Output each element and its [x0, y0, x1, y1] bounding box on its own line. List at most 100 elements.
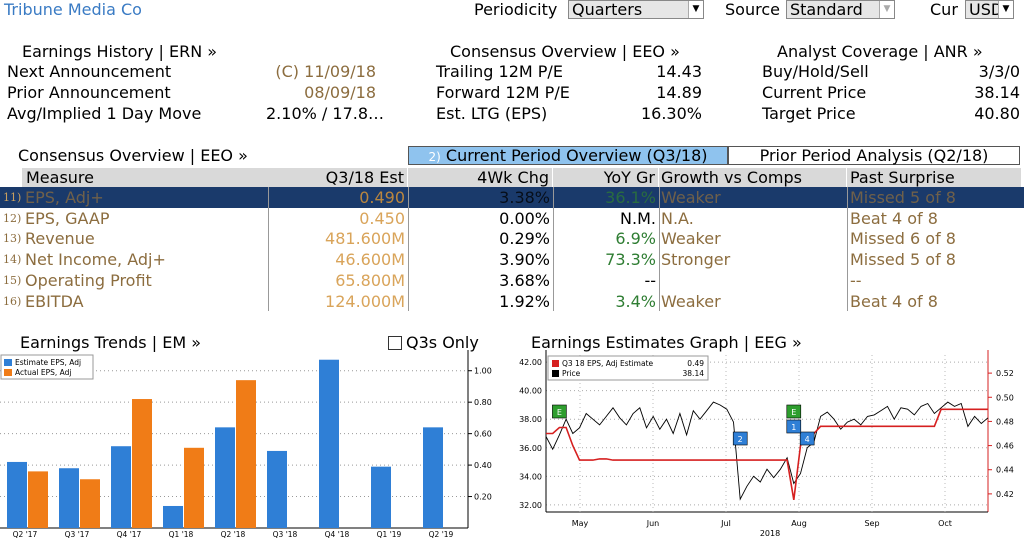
- chevron-down-icon: ▼: [998, 1, 1013, 18]
- x-tick-label: Q4 '17: [117, 530, 142, 539]
- right-tick-label: 0.52: [996, 369, 1014, 378]
- trailing-pe-label: Trailing 12M P/E: [436, 62, 563, 81]
- analyst-coverage-link[interactable]: Analyst Coverage | ANR »: [777, 42, 983, 61]
- tab-prior-period[interactable]: Prior Period Analysis (Q2/18): [728, 146, 1020, 165]
- target-price-value: 40.80: [974, 104, 1020, 123]
- company-title: Tribune Media Co: [4, 0, 142, 19]
- surprise-cell: Missed 6 of 8: [850, 229, 956, 249]
- marker-label: 1: [791, 423, 796, 432]
- column-divider: [847, 187, 848, 311]
- table-row[interactable]: 16) EBITDA 124.000M 1.92% 3.4% Weaker Beat 4 o…: [0, 291, 1024, 312]
- legend-swatch: [552, 370, 559, 377]
- legend-value: 38.14: [683, 369, 705, 378]
- x-tick-label: May: [572, 519, 589, 528]
- x-tick-label: Jun: [646, 519, 660, 528]
- estimate-cell: 0.490: [359, 188, 405, 207]
- measure-cell: EPS, GAAP: [25, 208, 110, 228]
- table-row[interactable]: 11) EPS, Adj+ 0.490 3.38% 36.1% Weaker Missed …: [0, 187, 1024, 208]
- earnings-trends-link[interactable]: Earnings Trends | EM »: [20, 333, 201, 352]
- marker-box: [799, 431, 815, 446]
- periodicity-label: Periodicity: [474, 0, 558, 19]
- column-divider: [553, 187, 554, 311]
- marker-box: [786, 419, 802, 434]
- legend-value: 0.49: [687, 359, 704, 368]
- right-tick-label: 0.42: [996, 490, 1014, 499]
- marker-label: E: [557, 408, 562, 417]
- column-divider: [268, 187, 269, 311]
- column-divider: [408, 187, 409, 311]
- estimate-cell: 46.600M: [335, 250, 405, 270]
- measure-cell: Operating Profit: [25, 270, 152, 290]
- source-label: Source: [725, 0, 780, 19]
- estimate-event-marker: 2: [732, 431, 748, 446]
- earnings-history-link[interactable]: Earnings History | ERN »: [22, 42, 218, 61]
- estimate-bar: [163, 505, 183, 528]
- buy-hold-sell-value: 3/3/0: [978, 62, 1020, 81]
- estimate-bar: [215, 427, 235, 528]
- earnings-event-marker: E: [786, 404, 802, 419]
- q3s-only-label: Q3s Only: [406, 333, 479, 352]
- currency-value: USD: [969, 0, 1004, 19]
- q3s-only-checkbox[interactable]: [388, 336, 402, 350]
- y-tick-label: 0.60: [474, 430, 492, 439]
- legend-label: Price: [562, 369, 581, 378]
- surprise-cell: Beat 4 of 8: [850, 208, 938, 228]
- yoy-cell: 3.4%: [615, 291, 656, 311]
- forward-pe-label: Forward 12M P/E: [436, 83, 570, 102]
- col-header-est[interactable]: Q3/18 Est: [268, 168, 408, 187]
- right-tick-label: 0.46: [996, 442, 1014, 451]
- col-header-4wk[interactable]: 4Wk Chg: [408, 168, 553, 187]
- consensus-section-link[interactable]: Consensus Overview | EEO »: [18, 146, 248, 165]
- comps-cell: Stronger: [661, 250, 731, 270]
- estimate-bar: [319, 359, 339, 528]
- col-header-surprise[interactable]: Past Surprise: [847, 168, 1021, 187]
- left-tick-label: 36.00: [519, 444, 542, 453]
- prior-announcement-label: Prior Announcement: [7, 83, 171, 102]
- periodicity-select[interactable]: Quarters ▼: [568, 0, 704, 19]
- current-price-label: Current Price: [762, 83, 867, 102]
- surprise-cell: Beat 4 of 8: [850, 291, 938, 311]
- tab-current-label: Current Period Overview (Q3/18): [445, 146, 708, 165]
- estimate-bar: [59, 468, 79, 528]
- surprise-cell: --: [850, 270, 862, 290]
- col-header-comps[interactable]: Growth vs Comps: [659, 168, 847, 187]
- yoy-cell: N.M.: [620, 208, 656, 228]
- surprise-cell: Missed 5 of 8: [850, 250, 956, 270]
- currency-select[interactable]: USD ▼: [965, 0, 1014, 19]
- table-row[interactable]: 15) Operating Profit 65.800M 3.68% -- --: [0, 270, 1024, 291]
- earnings-estimates-chart: 32.00 34.00 36.00 38.00 40.00 42.00 0.42 0.44 0.…: [519, 350, 1014, 538]
- table-row[interactable]: 13) Revenue 481.600M 0.29% 6.9% Weaker Missed …: [0, 228, 1024, 249]
- source-select[interactable]: Standard ▼: [786, 0, 895, 19]
- buy-hold-sell-label: Buy/Hold/Sell: [762, 62, 869, 81]
- tab-prior-label: Prior Period Analysis (Q2/18): [759, 146, 989, 165]
- estimate-event-marker: 4: [799, 431, 815, 446]
- table-row[interactable]: 12) EPS, GAAP 0.450 0.00% N.M. N.A. Beat 4 of …: [0, 208, 1024, 229]
- row-number: 15): [3, 273, 22, 287]
- wk-change-cell: 0.00%: [499, 208, 550, 228]
- chevron-down-icon: ▼: [879, 1, 894, 18]
- left-tick-label: 40.00: [519, 387, 542, 396]
- consensus-overview-link[interactable]: Consensus Overview | EEO »: [450, 42, 680, 61]
- col-header-yoy[interactable]: YoY Gr: [553, 168, 659, 187]
- estimate-event-marker: 1: [786, 419, 802, 434]
- yoy-cell: 36.1%: [605, 188, 656, 207]
- legend-label: Estimate EPS, Adj: [15, 358, 81, 367]
- row-number: 14): [3, 253, 22, 267]
- yoy-cell: 6.9%: [615, 229, 656, 249]
- earnings-graph-link[interactable]: Earnings Estimates Graph | EEG »: [531, 333, 802, 352]
- legend-label: Q3 18 EPS, Adj Estimate: [562, 359, 654, 368]
- y-tick-label: 1.00: [474, 367, 492, 376]
- estimate-cell: 0.450: [359, 208, 405, 228]
- left-tick-label: 34.00: [519, 472, 542, 481]
- measure-cell: Net Income, Adj+: [25, 250, 166, 270]
- tab-current-number: 2): [428, 150, 441, 164]
- y-tick-label: 0.40: [474, 461, 492, 470]
- column-divider: [659, 187, 660, 311]
- x-tick-label: Q4 '18: [325, 530, 350, 539]
- current-price-value: 38.14: [974, 83, 1020, 102]
- tab-current-period[interactable]: 2) Current Period Overview (Q3/18): [408, 146, 728, 165]
- actual-bar: [132, 399, 152, 528]
- actual-bar: [28, 471, 48, 528]
- comps-cell: Weaker: [661, 291, 721, 311]
- table-row[interactable]: 14) Net Income, Adj+ 46.600M 3.90% 73.3% Stro…: [0, 249, 1024, 270]
